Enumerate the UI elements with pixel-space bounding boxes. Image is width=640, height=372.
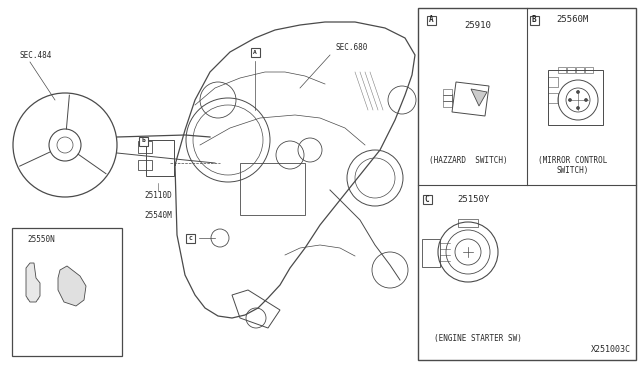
Text: C: C	[188, 235, 192, 241]
Bar	[426, 16, 435, 25]
Bar	[138, 137, 147, 145]
Text: A: A	[253, 49, 257, 55]
Text: (MIRROR CONTROL: (MIRROR CONTROL	[538, 155, 608, 164]
Bar	[585, 67, 593, 73]
Bar	[12, 228, 122, 356]
Polygon shape	[58, 266, 86, 306]
Bar	[138, 141, 152, 153]
Circle shape	[577, 106, 579, 109]
Text: 25910: 25910	[465, 22, 492, 31]
Bar	[422, 195, 431, 203]
Bar	[443, 95, 452, 101]
Bar	[548, 93, 558, 103]
Bar	[458, 219, 478, 227]
Text: 25550N: 25550N	[27, 235, 55, 244]
Bar	[529, 16, 538, 25]
Bar	[443, 101, 452, 107]
Text: B: B	[532, 16, 536, 25]
Bar	[576, 67, 584, 73]
Polygon shape	[471, 89, 487, 106]
Bar	[418, 8, 636, 360]
Bar	[240, 163, 305, 215]
Text: SWITCH): SWITCH)	[557, 166, 589, 174]
Polygon shape	[26, 263, 40, 302]
Bar	[422, 239, 440, 267]
Text: (ENGINE STARTER SW): (ENGINE STARTER SW)	[434, 334, 522, 343]
Text: SEC.484: SEC.484	[20, 51, 52, 60]
Text: 25110D: 25110D	[144, 190, 172, 199]
Bar	[558, 67, 566, 73]
Text: X251003C: X251003C	[591, 346, 631, 355]
Bar	[567, 67, 575, 73]
Bar	[548, 70, 603, 125]
Circle shape	[577, 90, 579, 93]
Bar	[146, 140, 174, 176]
Text: SEC.680: SEC.680	[335, 44, 367, 52]
Bar	[186, 234, 195, 243]
Bar	[250, 48, 259, 57]
Text: (HAZZARD  SWITCH): (HAZZARD SWITCH)	[429, 155, 508, 164]
Bar	[548, 77, 558, 87]
Circle shape	[584, 99, 588, 102]
Text: A: A	[429, 16, 433, 25]
Bar	[138, 160, 152, 170]
Bar	[443, 89, 452, 95]
Text: 25560M: 25560M	[556, 16, 588, 25]
Text: b: b	[141, 138, 145, 144]
Text: 25150Y: 25150Y	[457, 195, 489, 203]
Circle shape	[568, 99, 572, 102]
Text: 25540M: 25540M	[144, 211, 172, 219]
Text: C: C	[425, 195, 429, 203]
